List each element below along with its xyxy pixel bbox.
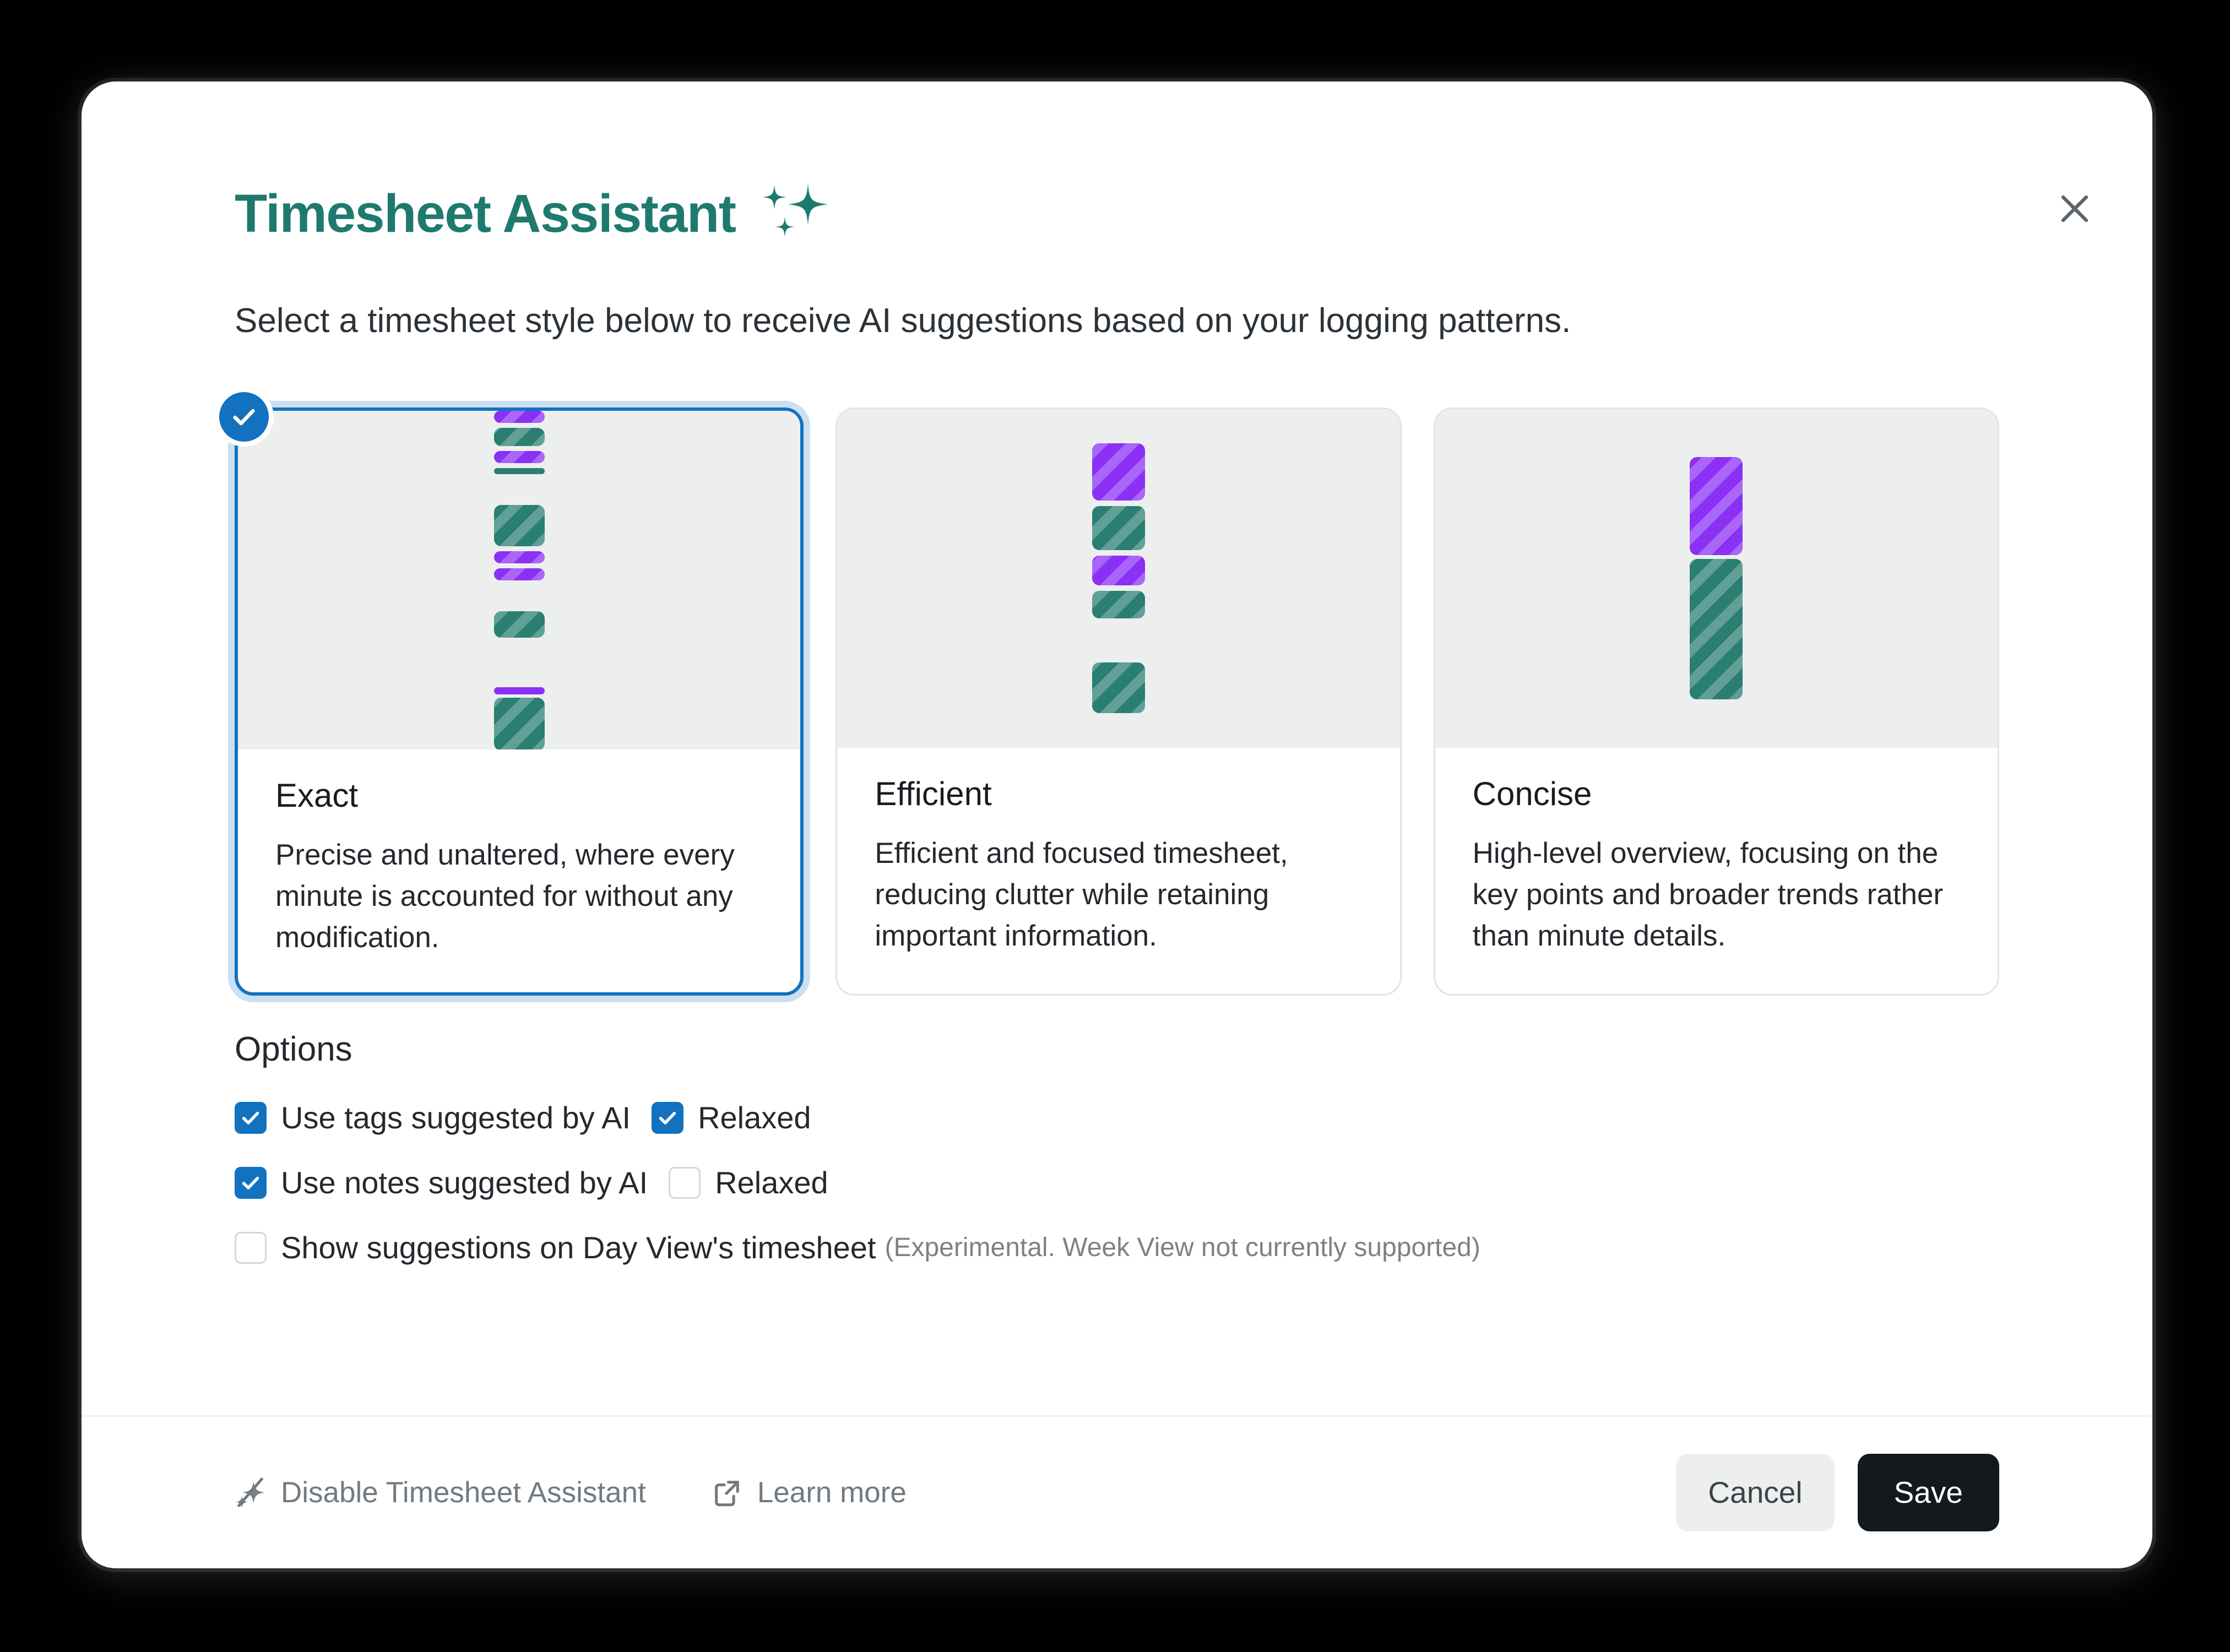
style-card-text: Exact Precise and unaltered, where every … (238, 749, 800, 993)
option-label: Relaxed (715, 1165, 828, 1200)
style-card-list: Exact Precise and unaltered, where every … (219, 392, 1999, 996)
illustration-gap (1118, 618, 1119, 662)
style-card-name: Concise (1472, 775, 1592, 812)
checkbox-checked-icon[interactable] (235, 1167, 267, 1199)
style-card-exact[interactable]: Exact Precise and unaltered, where every … (219, 392, 804, 996)
option-label: Use notes suggested by AI (281, 1165, 648, 1200)
options-heading: Options (235, 1030, 352, 1069)
learn-more-label: Learn more (757, 1476, 907, 1509)
illustration-block (1690, 559, 1743, 699)
style-card-text: Efficient Efficient and focused timesheet… (837, 748, 1399, 991)
learn-more-button[interactable]: Learn more (711, 1477, 907, 1509)
illustration-block (1092, 556, 1145, 585)
style-card-description: Efficient and focused timesheet, reducin… (875, 836, 1288, 953)
style-illustration-exact (238, 410, 801, 749)
style-card-text: Concise High-level overview, focusing on … (1435, 748, 1998, 991)
page-title: Timesheet Assistant (235, 183, 736, 243)
checkbox-unchecked-icon[interactable] (235, 1232, 267, 1264)
illustration-block (493, 697, 545, 749)
style-card-name: Efficient (875, 775, 992, 812)
illustration-block (1092, 506, 1145, 550)
option-note: (Experimental. Week View not currently s… (885, 1233, 1480, 1263)
sparkles-icon (755, 181, 837, 246)
illustration-block (493, 450, 545, 463)
close-icon[interactable] (2051, 185, 2098, 232)
disable-timesheet-assistant-button[interactable]: Disable Timesheet Assistant (235, 1477, 646, 1509)
illustration-gap (1716, 555, 1717, 559)
style-illustration-efficient (837, 409, 1400, 748)
option-checkbox-primary[interactable]: Use notes suggested by AI (235, 1167, 648, 1199)
option-label: Relaxed (698, 1100, 811, 1135)
style-card-name: Exact (275, 776, 359, 814)
options-rows: Use tags suggested by AI Relaxed Use notes… (235, 1088, 1999, 1278)
illustration-block (1092, 443, 1145, 501)
illustration-gap (1118, 585, 1119, 591)
style-card-description: Precise and unaltered, where every minut… (275, 838, 735, 954)
illustration-gap (1118, 550, 1119, 556)
checkbox-checked-icon[interactable] (652, 1102, 684, 1134)
save-button[interactable]: Save (1857, 1454, 1999, 1531)
disable-link-label: Disable Timesheet Assistant (281, 1476, 646, 1509)
timesheet-assistant-dialog: Timesheet Assistant Select a timesheet s… (82, 81, 2152, 1568)
checkbox-checked-icon[interactable] (235, 1102, 267, 1134)
dialog-subtitle: Select a timesheet style below to receiv… (235, 302, 1571, 340)
option-row: Show suggestions on Day View's timesheet… (235, 1218, 1999, 1278)
external-link-icon (711, 1477, 743, 1509)
option-checkbox-relaxed[interactable]: Relaxed (669, 1167, 828, 1199)
option-checkbox-relaxed[interactable]: Relaxed (652, 1102, 811, 1134)
illustration-block (493, 611, 545, 638)
dialog-footer: Disable Timesheet Assistant Learn more C… (82, 1415, 2152, 1568)
options-section: Options Use tags suggested by AI Relaxed U… (235, 1030, 1999, 1278)
illustration-block (493, 468, 545, 474)
style-illustration-concise (1435, 409, 1998, 748)
style-card-description: High-level overview, focusing on the key… (1472, 836, 1944, 953)
style-card-efficient[interactable]: Efficient Efficient and focused timesheet… (835, 407, 1402, 996)
illustration-block (493, 504, 545, 546)
illustration-block (1092, 591, 1145, 618)
option-checkbox-primary[interactable]: Show suggestions on Day View's timesheet (235, 1232, 876, 1264)
sparkles-off-icon (235, 1477, 267, 1509)
option-row: Use tags suggested by AI Relaxed (235, 1088, 1999, 1148)
checkbox-unchecked-icon[interactable] (669, 1167, 701, 1199)
illustration-block (493, 551, 545, 563)
illustration-block (493, 568, 545, 580)
style-card-concise[interactable]: Concise High-level overview, focusing on … (1433, 407, 1999, 996)
cancel-button[interactable]: Cancel (1676, 1454, 1835, 1531)
illustration-block (493, 410, 545, 423)
option-row: Use notes suggested by AI Relaxed (235, 1153, 1999, 1213)
option-label: Use tags suggested by AI (281, 1100, 631, 1135)
illustration-block (1092, 662, 1145, 713)
option-checkbox-primary[interactable]: Use tags suggested by AI (235, 1102, 631, 1134)
check-circle-icon (219, 392, 269, 442)
option-label: Show suggestions on Day View's timesheet (281, 1230, 876, 1265)
dialog-header: Timesheet Assistant (235, 181, 1999, 246)
illustration-block (493, 427, 545, 446)
illustration-block (493, 687, 545, 694)
illustration-gap (1118, 501, 1119, 506)
dialog-body: Timesheet Assistant Select a timesheet s… (82, 81, 2152, 1415)
illustration-block (1690, 457, 1743, 555)
